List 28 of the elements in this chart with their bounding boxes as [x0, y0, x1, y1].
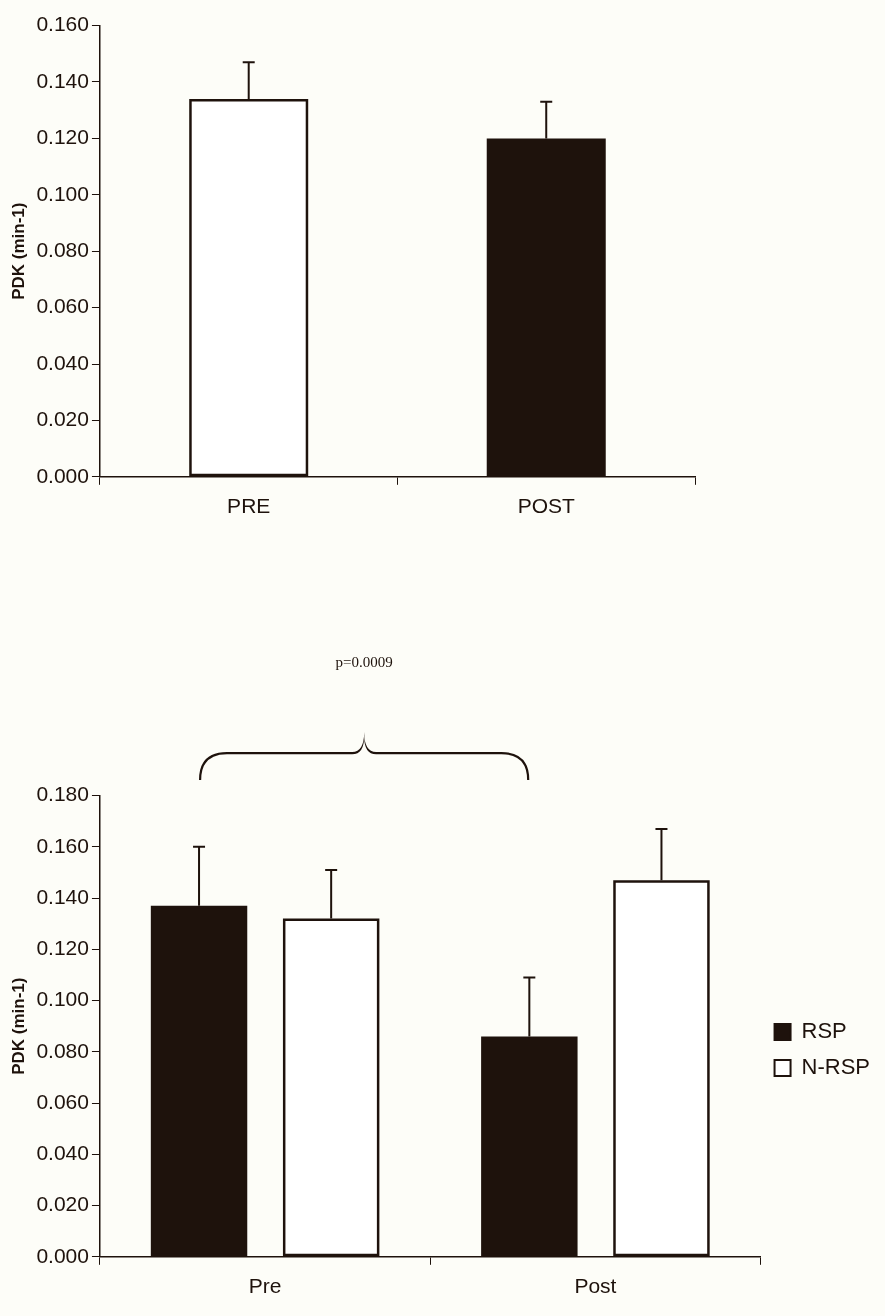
y-tick-label: 0.160 — [36, 833, 89, 857]
y-tick-label: 0.020 — [36, 1192, 89, 1216]
y-tick-label: 0.180 — [36, 782, 89, 806]
y-tick-label: 0.120 — [36, 936, 89, 960]
y-axis-title: PDK (min-1) — [8, 202, 28, 300]
legend-label: RSP — [801, 1018, 847, 1044]
y-tick-label: 0.040 — [36, 1141, 89, 1165]
y-tick-label: 0.020 — [36, 407, 89, 431]
text: p=0.0009 — [335, 653, 393, 671]
x-tick-label: Pre — [248, 1274, 282, 1298]
y-tick-label: 0.000 — [36, 1243, 89, 1267]
y-tick-label: 0.140 — [36, 68, 89, 92]
y-tick-label: 0.080 — [36, 238, 89, 261]
y-tick-label: 0.100 — [36, 181, 89, 205]
y-tick-label: 0.060 — [36, 294, 89, 318]
y-tick-label: 0.140 — [36, 884, 89, 908]
y-tick-label: 0.060 — [36, 1089, 89, 1113]
x-tick-label: POST — [517, 494, 575, 518]
y-tick-label: 0.040 — [36, 350, 89, 374]
y-tick-label: 0.160 — [36, 12, 89, 36]
x-tick-label: PRE — [227, 494, 271, 518]
y-axis-title: PDK (min-1) — [8, 977, 28, 1075]
y-tick-label: 0.120 — [36, 125, 89, 149]
y-tick-label: 0.080 — [36, 1038, 89, 1062]
y-tick-label: 0.000 — [36, 463, 89, 487]
y-tick-label: 0.100 — [36, 987, 89, 1011]
x-tick-label: Post — [574, 1274, 617, 1298]
legend-label: N-RSP — [801, 1054, 870, 1080]
